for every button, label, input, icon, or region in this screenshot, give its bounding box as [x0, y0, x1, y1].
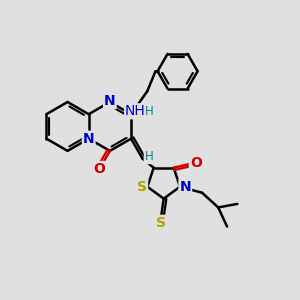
Text: S: S — [137, 180, 147, 194]
Text: O: O — [190, 156, 202, 170]
Text: N: N — [83, 132, 94, 146]
Text: N: N — [104, 94, 116, 108]
Text: O: O — [93, 162, 105, 176]
Text: NH: NH — [125, 104, 146, 118]
Text: S: S — [156, 216, 166, 230]
Text: N: N — [179, 180, 191, 194]
Text: H: H — [145, 150, 153, 163]
Text: H: H — [145, 105, 154, 119]
